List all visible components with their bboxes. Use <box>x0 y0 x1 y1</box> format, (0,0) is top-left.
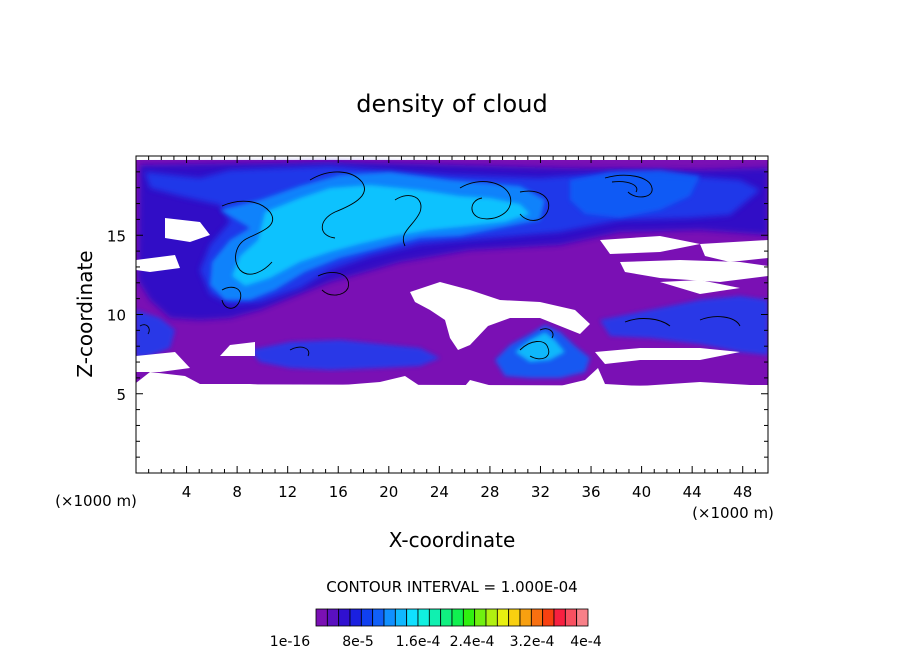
colorbar-swatch <box>508 608 521 627</box>
contour-interval-text: CONTOUR INTERVAL = 1.000E-04 <box>326 578 577 596</box>
x-unit-label-right: (×1000 m) <box>692 504 774 522</box>
clear-air-gaps <box>136 218 768 473</box>
x-tick-label: 48 <box>733 483 752 501</box>
colorbar-swatch <box>394 608 408 627</box>
x-tick-label: 40 <box>632 483 651 501</box>
contour-lines <box>139 171 741 360</box>
colorbar-swatch <box>406 608 419 627</box>
colorbar-swatch <box>462 608 476 627</box>
y-axis-label: Z-coordinate <box>73 250 97 377</box>
density-level-cyan-32 <box>515 332 565 362</box>
colorbar-swatch <box>349 608 362 627</box>
x-tick-label: 12 <box>278 483 297 501</box>
density-level-blue-east <box>570 170 700 218</box>
colorbar-label: 1e-16 <box>270 634 310 650</box>
x-tick-label: 4 <box>182 483 192 501</box>
colorbar-swatch <box>428 608 442 627</box>
density-level-blue-west <box>136 310 175 358</box>
colorbar-swatch <box>530 608 544 627</box>
x-tick-label: 36 <box>581 483 600 501</box>
x-tick-label: 32 <box>531 483 550 501</box>
colorbar-swatch <box>519 608 532 627</box>
colorbar-swatch <box>372 608 385 627</box>
chart-title: density of cloud <box>356 90 547 118</box>
y-axis: 5 10 15 <box>107 155 768 474</box>
x-tick-label: 16 <box>329 483 348 501</box>
colorbar-swatch <box>485 608 498 627</box>
y-tick-label: 5 <box>116 386 126 404</box>
x-axis: 4 8 12 16 20 24 28 32 36 40 44 48 <box>135 156 769 501</box>
colorbar-label: 3.2e-4 <box>510 634 555 650</box>
colorbar-swatch <box>542 608 555 627</box>
colorbar-swatch <box>564 608 578 627</box>
colorbar-swatch <box>338 608 351 627</box>
colorbar <box>315 608 589 627</box>
colorbar-swatch <box>326 608 340 627</box>
density-level-cyan <box>232 185 530 286</box>
y-tick-label: 10 <box>107 307 126 325</box>
colorbar-swatch <box>440 608 453 627</box>
x-tick-label: 8 <box>232 483 242 501</box>
density-level-blue-east-mid <box>600 296 768 355</box>
y-tick-label: 15 <box>107 227 126 245</box>
colorbar-swatch <box>417 608 430 627</box>
colorbar-swatch <box>360 608 374 627</box>
x-tick-label: 28 <box>480 483 499 501</box>
colorbar-swatch <box>451 608 464 627</box>
colorbar-swatch <box>553 608 566 627</box>
x-tick-label: 44 <box>683 483 702 501</box>
colorbar-swatch <box>315 608 328 627</box>
colorbar-label: 2.4e-4 <box>450 634 495 650</box>
colorbar-swatch <box>383 608 396 627</box>
x-unit-label-left: (×1000 m) <box>55 492 137 510</box>
colorbar-label: 4e-4 <box>570 634 602 650</box>
colorbar-swatch <box>576 608 589 627</box>
x-tick-label: 20 <box>379 483 398 501</box>
colorbar-label: 8e-5 <box>342 634 373 650</box>
x-axis-label: X-coordinate <box>389 528 516 552</box>
x-tick-label: 24 <box>430 483 449 501</box>
cloud-density-field <box>136 160 768 473</box>
colorbar-label: 1.6e-4 <box>396 634 441 650</box>
colorbar-swatch <box>496 608 510 627</box>
colorbar-labels: 1e-16 8e-5 1.6e-4 2.4e-4 3.2e-4 4e-4 <box>270 634 602 650</box>
colorbar-swatch <box>474 608 487 627</box>
